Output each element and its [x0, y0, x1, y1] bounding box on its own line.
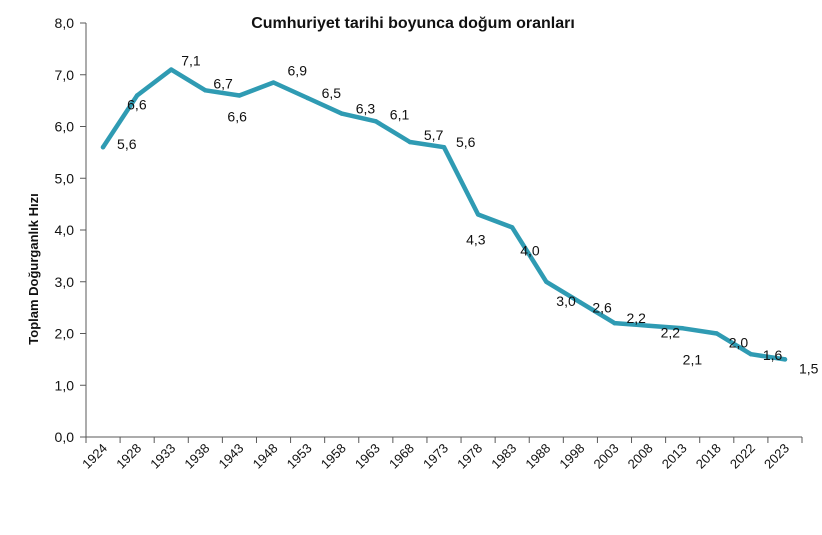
data-point: [339, 111, 344, 116]
data-label: 6,1: [390, 106, 410, 122]
data-point: [100, 145, 106, 150]
data-point: [578, 300, 583, 305]
data-label: 6,6: [127, 96, 147, 112]
data-point: [475, 212, 481, 217]
x-tick-label: 1928: [113, 441, 144, 472]
x-tick-labels: 1924 1928 1933 1938 1943 1948 1953 1958 1963 1968…: [79, 441, 792, 472]
x-tick-label: 1983: [488, 441, 519, 472]
data-point: [646, 323, 651, 328]
data-point: [373, 119, 379, 124]
x-tick-label: 1953: [284, 441, 315, 472]
data-label: 2,2: [626, 310, 646, 326]
x-tick-label: 2013: [659, 441, 690, 472]
data-point: [714, 331, 719, 336]
y-tick-label: 7,0: [55, 67, 75, 83]
data-point: [271, 80, 276, 85]
y-tick-label: 1,0: [55, 377, 75, 393]
x-tick-label: 1968: [386, 441, 417, 472]
data-label: 6,6: [227, 108, 247, 124]
x-tick-label: 1998: [556, 441, 587, 472]
data-point: [305, 95, 310, 101]
x-tick-label: 1963: [352, 441, 383, 472]
data-point: [748, 352, 754, 357]
y-tick-label: 5,0: [55, 170, 75, 186]
data-label: 3,0: [556, 293, 576, 309]
x-tick-label: 1933: [147, 441, 178, 472]
x-tick-label: 2003: [591, 441, 622, 472]
data-label: 5,6: [456, 134, 476, 150]
x-tick-label: 2023: [761, 441, 792, 472]
y-axis-label: Toplam Doğurganlık Hızı: [26, 193, 41, 344]
data-point: [441, 145, 447, 150]
y-tick-labels: 0,0 1,0 2,0 3,0 4,0 5,0 6,0 7,0 8,0: [55, 15, 75, 445]
y-tick-label: 4,0: [55, 222, 75, 238]
data-point: [134, 93, 140, 98]
y-tick-label: 2,0: [55, 326, 75, 342]
x-tick-label: 1924: [79, 441, 110, 472]
data-label: 2,0: [729, 335, 749, 351]
data-point: [203, 88, 208, 93]
x-tick-label: 1943: [215, 441, 246, 472]
chart-title: Cumhuriyet tarihi boyunca doğum oranları: [251, 15, 575, 32]
x-tick-label: 1958: [318, 441, 349, 472]
x-tick-label: 1948: [250, 441, 281, 472]
data-point: [612, 320, 617, 326]
data-label: 6,5: [322, 85, 342, 101]
data-label: 6,7: [213, 75, 233, 91]
data-point: [237, 93, 242, 98]
y-tick-label: 6,0: [55, 119, 75, 135]
y-tick-label: 0,0: [55, 429, 75, 445]
data-point: [782, 357, 788, 362]
x-tick-label: 2022: [727, 441, 758, 472]
data-point: [407, 139, 413, 145]
y-tick-label: 3,0: [55, 274, 75, 290]
x-tick-label: 1978: [454, 441, 485, 472]
data-label: 7,1: [181, 53, 201, 69]
data-label: 6,3: [356, 101, 376, 117]
data-point: [544, 279, 549, 284]
data-label: 6,9: [288, 63, 308, 79]
data-label: 2,1: [683, 351, 703, 367]
data-point: [680, 326, 685, 331]
x-tick-label: 1938: [181, 441, 212, 472]
data-label: 4,3: [466, 231, 486, 247]
x-tick-label: 1973: [420, 441, 451, 472]
data-point: [169, 67, 174, 72]
data-label: 1,6: [763, 347, 783, 363]
series-line: [100, 67, 788, 362]
data-label: 5,7: [424, 127, 444, 143]
data-label: 5,6: [117, 136, 137, 152]
data-label: 2,6: [592, 299, 612, 315]
x-tick-label: 1988: [522, 441, 553, 472]
data-point: [509, 225, 515, 230]
data-label: 4,0: [520, 242, 540, 258]
data-labels: 5,6 6,6 7,1 6,7 6,6 6,9 6,5 6,3 6,1 5,7 5,6 4,3 4,0 3…: [117, 53, 819, 377]
x-tick-label: 2018: [693, 441, 724, 472]
data-label: 2,2: [661, 325, 681, 341]
x-tick-label: 2008: [625, 441, 656, 472]
axes: [80, 22, 803, 443]
data-label: 1,5: [799, 360, 819, 376]
y-tick-label: 8,0: [55, 15, 75, 31]
series-line-group: [100, 67, 788, 362]
